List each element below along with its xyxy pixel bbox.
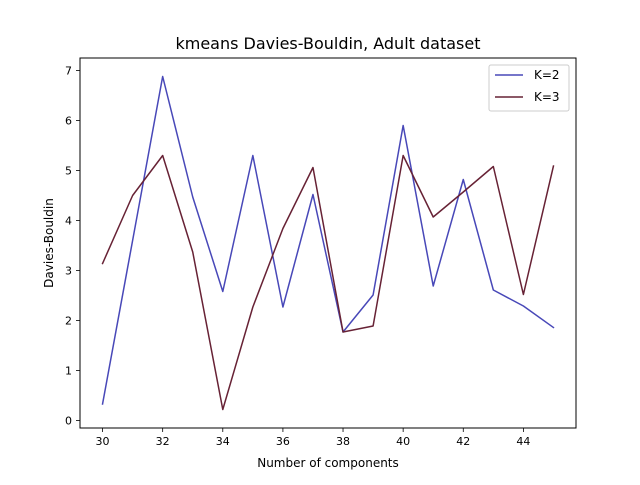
chart-title: kmeans Davies-Bouldin, Adult dataset <box>175 34 480 53</box>
y-tick-label: 4 <box>65 215 72 228</box>
y-tick-label: 6 <box>65 115 72 128</box>
y-tick-label: 5 <box>65 165 72 178</box>
series-line-k3 <box>101 154 555 411</box>
x-tick-label: 30 <box>96 435 110 448</box>
x-tick-label: 38 <box>336 435 350 448</box>
x-tick-label: 42 <box>456 435 470 448</box>
y-tick-label: 0 <box>65 415 72 428</box>
x-axis-ticks: 30 32 34 36 38 40 42 44 <box>96 428 530 448</box>
x-tick-label: 32 <box>156 435 170 448</box>
x-tick-label: 34 <box>216 435 230 448</box>
legend: K=2 K=3 <box>488 64 570 112</box>
y-tick-label: 7 <box>65 65 72 78</box>
y-tick-label: 1 <box>65 365 72 378</box>
x-axis-label: Number of components <box>257 456 399 470</box>
legend-label-k3: K=3 <box>534 90 560 104</box>
legend-label-k2: K=2 <box>534 68 560 82</box>
y-axis-ticks: 0 1 2 3 4 5 6 7 <box>65 65 80 428</box>
y-tick-label: 3 <box>65 265 72 278</box>
x-tick-label: 36 <box>276 435 290 448</box>
series-layer <box>101 75 555 411</box>
plot-frame <box>79 57 577 429</box>
legend-frame <box>488 64 570 112</box>
y-axis-label: Davies-Bouldin <box>42 198 56 288</box>
series-line-k2 <box>101 75 555 405</box>
x-tick-label: 44 <box>516 435 530 448</box>
x-tick-label: 40 <box>396 435 410 448</box>
y-tick-label: 2 <box>65 315 72 328</box>
